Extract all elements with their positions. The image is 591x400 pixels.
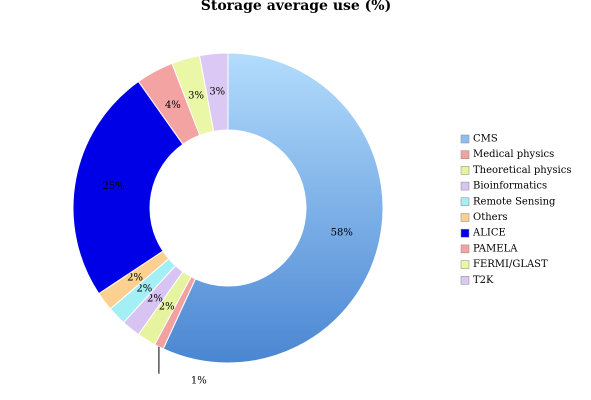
donut-slice xyxy=(198,52,229,132)
legend-label: PAMELA xyxy=(473,243,518,254)
legend-swatch xyxy=(460,260,470,269)
legend-label: CMS xyxy=(473,134,498,145)
data-label: 58% xyxy=(331,227,353,238)
data-label: 25% xyxy=(102,181,124,192)
legend-swatch xyxy=(460,181,470,191)
legend-label: Remote Sensing xyxy=(473,196,556,207)
legend-swatch xyxy=(460,244,470,254)
legend-swatch xyxy=(460,197,470,207)
legend-label: FERMI/GLAST xyxy=(473,259,548,270)
legend-swatch xyxy=(460,228,470,238)
data-label: 3% xyxy=(188,90,204,101)
legend-label: ALICE xyxy=(472,228,506,239)
legend-swatch xyxy=(460,166,470,175)
data-label: 2% xyxy=(127,273,143,284)
data-label: 4% xyxy=(165,100,181,111)
donut-slice xyxy=(162,52,384,364)
legend-swatch xyxy=(460,150,470,159)
legend-swatch xyxy=(460,213,470,222)
donut-slice xyxy=(72,80,184,295)
legend-swatch xyxy=(460,134,470,144)
legend-label: T2K xyxy=(473,275,494,286)
data-label: 2% xyxy=(159,302,175,313)
data-label: 1% xyxy=(191,375,207,386)
data-label: 3% xyxy=(209,86,225,97)
data-label: 2% xyxy=(136,284,152,295)
chart-title: Storage average use (%) xyxy=(201,0,391,14)
legend-label: Theoretical physics xyxy=(473,165,571,176)
legend-label: Bioinformatics xyxy=(473,181,547,192)
data-label: 2% xyxy=(147,293,163,304)
legend-label: Others xyxy=(473,212,508,223)
legend-swatch xyxy=(460,276,470,285)
legend-label: Medical physics xyxy=(473,149,554,160)
